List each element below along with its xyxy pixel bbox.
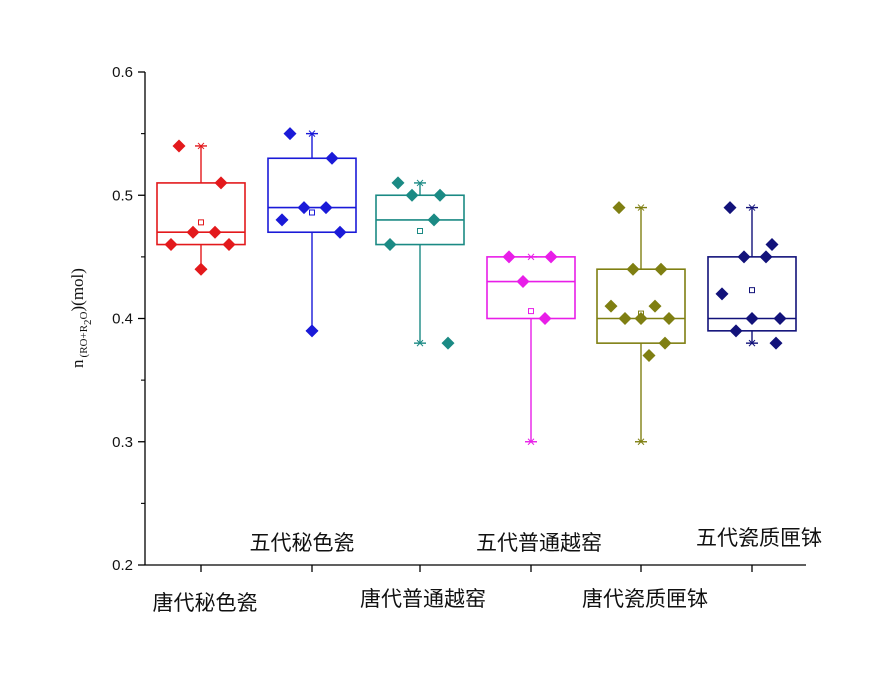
data-point bbox=[333, 225, 347, 239]
data-point bbox=[516, 275, 530, 289]
data-point bbox=[214, 176, 228, 190]
data-point bbox=[769, 336, 783, 350]
data-point bbox=[612, 201, 626, 215]
data-point bbox=[297, 201, 311, 215]
data-point bbox=[658, 336, 672, 350]
x-axis bbox=[145, 564, 806, 572]
iqr-box bbox=[156, 182, 246, 246]
data-point bbox=[662, 312, 676, 325]
mean-marker bbox=[417, 227, 423, 234]
data-point bbox=[759, 250, 773, 264]
extreme-marker bbox=[527, 438, 535, 446]
y-title-prefix: n bbox=[68, 359, 87, 368]
data-point bbox=[648, 299, 662, 313]
mean-marker bbox=[198, 219, 204, 226]
data-point bbox=[441, 336, 455, 350]
box-group-1 bbox=[156, 142, 246, 273]
data-point bbox=[723, 201, 737, 215]
y-title-sub-b: 2 bbox=[82, 319, 94, 325]
data-point bbox=[194, 262, 208, 276]
y-tick-label: 0.2 bbox=[112, 557, 133, 574]
y-axis-title: n (RO+R2O)(mol) bbox=[68, 268, 94, 368]
iqr-box bbox=[707, 256, 797, 332]
y-tick-label: 0.5 bbox=[112, 187, 133, 204]
data-point bbox=[642, 348, 656, 362]
data-point bbox=[654, 262, 668, 276]
category-label: 唐代普通越窑 bbox=[360, 587, 486, 611]
y-tick-label: 0.4 bbox=[112, 311, 133, 328]
y-title-sub-a: (RO+R bbox=[78, 324, 90, 357]
iqr-box bbox=[596, 268, 686, 344]
data-point bbox=[502, 250, 516, 264]
data-point bbox=[618, 312, 632, 325]
data-point bbox=[186, 225, 200, 239]
data-point bbox=[773, 312, 787, 325]
data-point bbox=[325, 151, 339, 165]
extreme-marker bbox=[416, 179, 424, 187]
extreme-marker bbox=[748, 339, 756, 347]
data-point bbox=[164, 238, 178, 252]
y-title-sub-c: O bbox=[78, 311, 90, 319]
extreme-marker bbox=[637, 204, 645, 211]
data-point bbox=[544, 250, 558, 264]
data-point bbox=[275, 213, 289, 227]
extreme-marker bbox=[197, 142, 205, 150]
category-label: 唐代秘色瓷 bbox=[153, 591, 258, 615]
data-point bbox=[604, 299, 618, 313]
category-label: 五代瓷质匣钵 bbox=[696, 526, 822, 550]
data-point bbox=[433, 188, 447, 202]
data-point bbox=[305, 324, 319, 338]
data-point bbox=[283, 127, 297, 141]
data-point bbox=[715, 287, 729, 301]
data-point bbox=[737, 250, 751, 264]
data-point bbox=[765, 238, 779, 252]
mean-marker bbox=[309, 209, 315, 216]
category-label: 五代普通越窑 bbox=[476, 531, 602, 555]
data-point bbox=[427, 213, 441, 227]
iqr-box bbox=[267, 157, 357, 234]
category-label: 唐代瓷质匣钵 bbox=[582, 587, 708, 611]
data-point bbox=[538, 312, 552, 325]
data-point bbox=[745, 312, 759, 325]
box-group-4 bbox=[486, 253, 576, 446]
data-point bbox=[319, 201, 333, 215]
data-point bbox=[634, 312, 648, 325]
data-point bbox=[729, 324, 743, 338]
data-point bbox=[626, 262, 640, 276]
extreme-marker bbox=[748, 204, 756, 211]
mean-marker bbox=[749, 287, 755, 294]
data-point bbox=[405, 188, 419, 202]
data-point bbox=[172, 139, 186, 153]
category-label: 五代秘色瓷 bbox=[250, 531, 355, 555]
box-group-3 bbox=[375, 179, 465, 347]
data-point bbox=[383, 238, 397, 252]
data-point bbox=[391, 176, 405, 190]
mean-marker bbox=[528, 308, 534, 315]
data-point bbox=[208, 225, 222, 239]
y-title-suffix: )(mol) bbox=[68, 268, 87, 311]
y-tick-label: 0.6 bbox=[112, 64, 133, 81]
extreme-marker bbox=[527, 253, 535, 261]
extreme-marker bbox=[637, 438, 645, 446]
y-tick-label: 0.3 bbox=[112, 434, 133, 451]
boxes-layer bbox=[156, 130, 797, 446]
y-axis: 0.2 0.3 0.4 0.5 0.6 bbox=[112, 64, 146, 574]
points-layer bbox=[164, 127, 787, 362]
extreme-marker bbox=[308, 130, 316, 137]
extreme-marker bbox=[416, 339, 424, 347]
data-point bbox=[222, 238, 236, 252]
